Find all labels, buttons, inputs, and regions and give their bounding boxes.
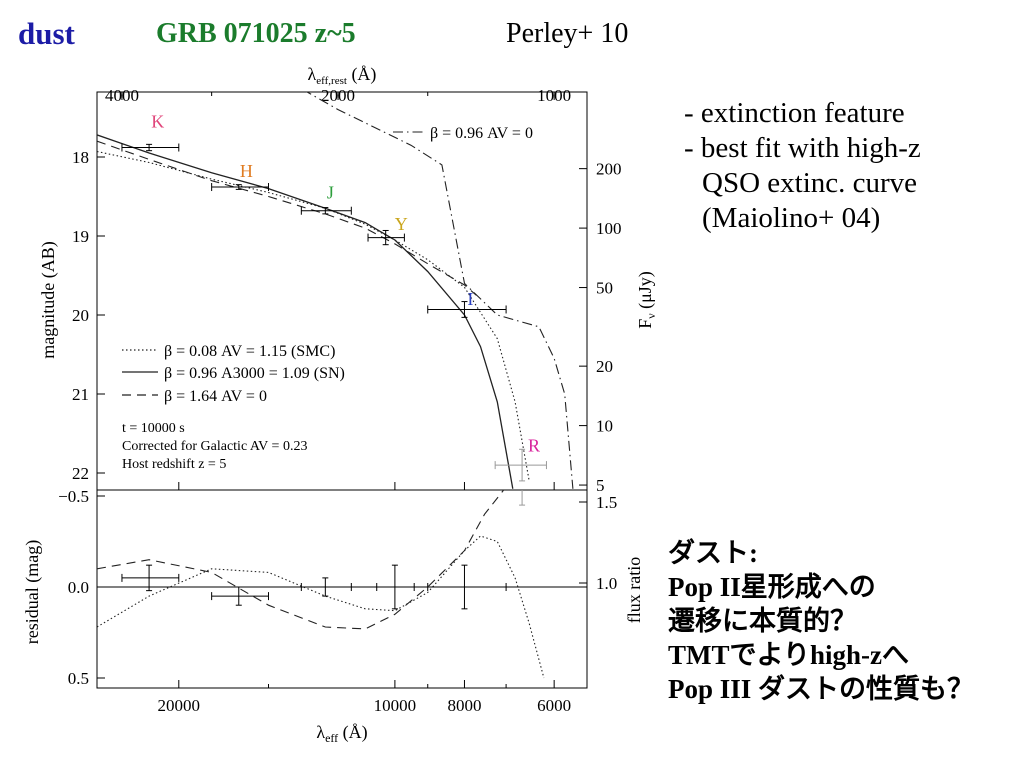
flux-axis-tick-label: 200 [596, 160, 622, 179]
legend-entry: β = 1.64 AV = 0 [164, 388, 267, 405]
mag-axis-tick-label: 22 [72, 464, 89, 483]
flux-axis-tick-label: 20 [596, 357, 613, 376]
sed-curve-dashdot [305, 92, 574, 489]
x-axis-label: λeff (Å) [316, 722, 367, 745]
ratio-axis-label: flux ratio [624, 557, 644, 623]
flux-axis-tick-label: 10 [596, 417, 613, 436]
bullet-item: (Maiolino+ 04) [702, 202, 881, 234]
top-axis-tick-label: 1000 [537, 86, 571, 105]
x-axis-tick-label: 10000 [374, 696, 417, 715]
legend-entry: β = 0.08 AV = 1.15 (SMC) [164, 343, 335, 360]
residual-curve-dashed [97, 490, 505, 630]
residual-axis-tick-label: 0.0 [68, 578, 89, 597]
flux-axis-label: Fν (μJy) [635, 271, 658, 329]
residual-axis-tick-label: 0.5 [68, 669, 89, 688]
jp-line: 遷移に本質的？ [668, 606, 857, 636]
mag-axis-tick-label: 19 [72, 227, 89, 246]
x-axis-tick-label: 20000 [158, 696, 201, 715]
band-label-Y: Y [395, 214, 408, 234]
ratio-axis-tick-label: 1.0 [596, 574, 617, 593]
legend-entry: β = 0.96 AV = 0 [430, 125, 533, 142]
flux-axis-tick-label: 5 [596, 476, 605, 495]
title-dust: dust [18, 16, 75, 51]
grb-label: GRB 071025 z~5 [156, 18, 356, 49]
annotation-line: Host redshift z = 5 [122, 457, 226, 472]
reference-label: Perley+ 10 [506, 18, 629, 49]
residual-axis-label: residual (mag) [22, 540, 43, 644]
sed-curve-dotted [97, 150, 530, 481]
legend-entry: β = 0.96 A3000 = 1.09 (SN) [164, 365, 345, 382]
residual-panel-frame [96, 489, 588, 689]
sed-curve-dashed [97, 140, 477, 296]
bullet-item: - extinction feature [684, 97, 905, 129]
residual-curve-dotted [97, 535, 545, 679]
jp-line: Pop II星形成への [668, 572, 876, 602]
jp-line: TMTでよりhigh-zへ [668, 640, 909, 670]
band-label-J: J [327, 183, 334, 203]
jp-line: ダスト: [668, 538, 758, 568]
x-axis-tick-label: 6000 [537, 696, 571, 715]
sed-curve-solid [97, 134, 514, 489]
mag-axis-tick-label: 21 [72, 385, 89, 404]
mag-axis-tick-label: 20 [72, 306, 89, 325]
sed-points [121, 143, 547, 482]
top-axis-tick-label: 2000 [321, 86, 355, 105]
residual-curves [97, 490, 545, 679]
annotation-line: Corrected for Galactic AV = 0.23 [122, 439, 307, 454]
residual-points [121, 490, 526, 610]
annotation-line: t = 10000 s [122, 421, 185, 436]
mag-axis-tick-label: 18 [72, 148, 89, 167]
band-label-I: I [467, 289, 473, 309]
bullet-list: - extinction feature - best fit with hig… [684, 96, 921, 236]
sed-curves [97, 92, 574, 489]
residual-axis-tick-label: −0.5 [58, 487, 89, 506]
top-axis-tick-label: 4000 [105, 86, 139, 105]
flux-axis-tick-label: 50 [596, 279, 613, 298]
bullet-item: - best fit with high-z [684, 132, 921, 164]
bullet-item: QSO extinc. curve [702, 167, 918, 199]
top-axis-label: λeff,rest (Å) [308, 64, 377, 87]
band-label-K: K [151, 111, 164, 131]
x-axis-tick-label: 8000 [447, 696, 481, 715]
band-label-H: H [240, 161, 253, 181]
japanese-notes: ダスト: Pop II星形成への 遷移に本質的？ TMTでよりhigh-zへ P… [668, 536, 974, 706]
ratio-axis-tick-label: 1.5 [596, 493, 617, 512]
jp-line: Pop III ダストの性質も？ [668, 674, 975, 704]
band-label-R: R [528, 435, 540, 455]
mag-axis-label: magnitude (AB) [38, 241, 59, 358]
flux-axis-tick-label: 100 [596, 219, 622, 238]
